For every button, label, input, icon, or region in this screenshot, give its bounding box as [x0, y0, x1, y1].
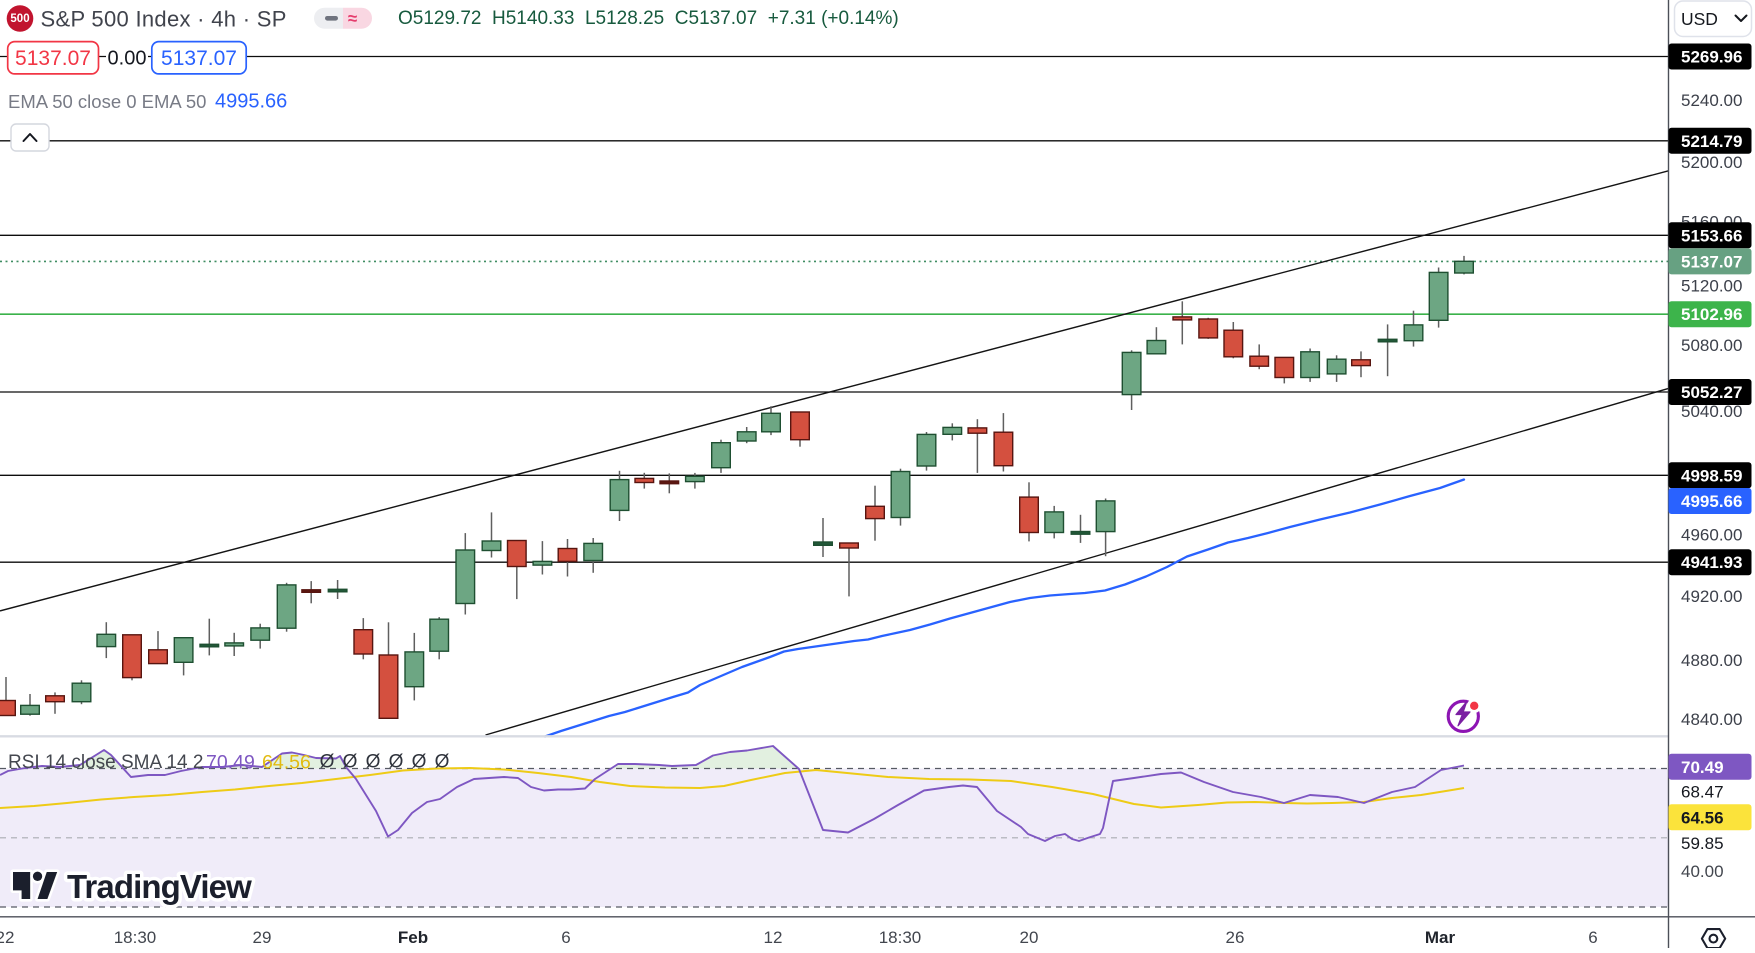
svg-text:Feb: Feb — [398, 928, 428, 947]
svg-text:4941.93: 4941.93 — [1681, 553, 1742, 572]
svg-text:18:30: 18:30 — [114, 928, 157, 947]
svg-text:500: 500 — [10, 13, 29, 25]
svg-text:USD: USD — [1681, 9, 1718, 29]
svg-text:5137.07: 5137.07 — [15, 47, 91, 70]
svg-text:5120.00: 5120.00 — [1681, 276, 1742, 295]
svg-text:0.00: 0.00 — [108, 47, 147, 69]
svg-text:59.85: 59.85 — [1681, 834, 1724, 853]
svg-text:S&P 500 Index · 4h · SP: S&P 500 Index · 4h · SP — [41, 6, 287, 31]
svg-text:5040.00: 5040.00 — [1681, 402, 1742, 421]
svg-text:≈: ≈ — [348, 9, 357, 28]
svg-text:Mar: Mar — [1425, 928, 1456, 947]
svg-text:5137.07: 5137.07 — [1681, 252, 1742, 271]
svg-text:6: 6 — [561, 928, 570, 947]
svg-text:68.47: 68.47 — [1681, 783, 1724, 802]
svg-text:20: 20 — [1020, 928, 1039, 947]
svg-text:5102.96: 5102.96 — [1681, 305, 1742, 324]
svg-text:Ø: Ø — [320, 752, 335, 773]
svg-text:40.00: 40.00 — [1681, 862, 1724, 881]
svg-text:TradingView: TradingView — [67, 868, 252, 905]
svg-text:6: 6 — [1588, 928, 1597, 947]
svg-text:64.56: 64.56 — [1681, 808, 1724, 827]
svg-text:Ø: Ø — [435, 752, 450, 773]
svg-text:EMA 50 close 0 EMA 50: EMA 50 close 0 EMA 50 — [8, 91, 206, 112]
svg-text:26: 26 — [1226, 928, 1245, 947]
svg-text:5200.00: 5200.00 — [1681, 153, 1742, 172]
svg-text:4880.00: 4880.00 — [1681, 651, 1742, 670]
svg-text:4995.66: 4995.66 — [1681, 492, 1742, 511]
svg-text:O5129.72 H5140.33 L5128.25: O5129.72 H5140.33 L5128.25 C5137.07 +7.3… — [398, 8, 899, 29]
svg-text:4998.59: 4998.59 — [1681, 466, 1742, 485]
svg-text:4840.00: 4840.00 — [1681, 710, 1742, 729]
svg-text:4960.00: 4960.00 — [1681, 526, 1742, 545]
svg-text:5240.00: 5240.00 — [1681, 91, 1742, 110]
svg-text:5052.27: 5052.27 — [1681, 383, 1742, 402]
svg-text:5214.79: 5214.79 — [1681, 132, 1742, 151]
svg-text:5137.07: 5137.07 — [161, 47, 237, 70]
svg-text:70.49: 70.49 — [1681, 758, 1724, 777]
svg-text:Ø: Ø — [366, 752, 381, 773]
svg-text:RSI 14 close SMA 14 2: RSI 14 close SMA 14 2 — [8, 752, 203, 773]
svg-text:70.49: 70.49 — [206, 752, 255, 774]
svg-text:4920.00: 4920.00 — [1681, 587, 1742, 606]
svg-text:5153.66: 5153.66 — [1681, 226, 1742, 245]
svg-text:Ø: Ø — [389, 752, 404, 773]
svg-text:29: 29 — [253, 928, 272, 947]
svg-text:5080.00: 5080.00 — [1681, 336, 1742, 355]
svg-text:22: 22 — [0, 928, 14, 947]
svg-text:5269.96: 5269.96 — [1681, 48, 1742, 67]
svg-text:Ø: Ø — [343, 752, 358, 773]
svg-text:64.56: 64.56 — [262, 752, 311, 774]
svg-text:Ø: Ø — [412, 752, 427, 773]
svg-text:12: 12 — [764, 928, 783, 947]
svg-text:18:30: 18:30 — [879, 928, 922, 947]
svg-text:4995.66: 4995.66 — [215, 91, 287, 113]
